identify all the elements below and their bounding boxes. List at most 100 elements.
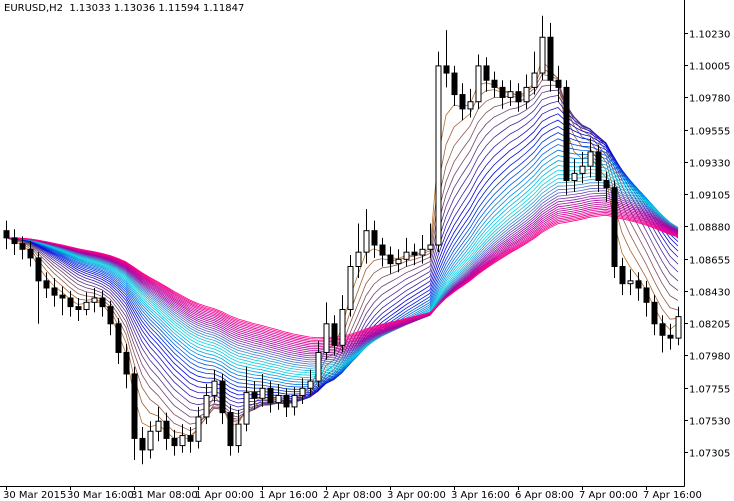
- candle-body: [339, 308, 346, 346]
- candle-body: [587, 151, 594, 167]
- y-tick-label: 1.10005: [689, 62, 730, 73]
- candle-body: [179, 435, 186, 447]
- candle-body: [259, 387, 266, 399]
- candle-body: [555, 79, 562, 88]
- candle-body: [195, 416, 202, 442]
- candle-body: [227, 412, 234, 447]
- x-tick-label: 31 Mar 08:00: [131, 490, 198, 501]
- y-tick-label: 1.08430: [689, 288, 730, 299]
- candle-body: [355, 251, 362, 267]
- candle-body: [451, 72, 458, 96]
- candle-body: [619, 265, 626, 285]
- candle-body: [123, 351, 130, 375]
- chart-title: EURUSD,H2 1.13033 1.13036 1.11594 1.1184…: [4, 3, 244, 14]
- y-tick-label: 1.10230: [689, 30, 730, 41]
- x-tick-label: 3 Apr 16:00: [451, 490, 510, 501]
- candle-body: [211, 380, 218, 396]
- candle-body: [11, 237, 18, 245]
- candle-body: [563, 86, 570, 182]
- candle-body: [291, 394, 298, 408]
- candle-body: [483, 65, 490, 81]
- candle-body: [603, 180, 610, 189]
- candle-body: [659, 323, 666, 336]
- candle-body: [531, 72, 538, 88]
- candle-body: [83, 301, 90, 310]
- candle-body: [675, 316, 682, 339]
- y-tick-label: 1.09105: [689, 191, 730, 202]
- y-tick-label: 1.07755: [689, 385, 730, 396]
- candle-body: [131, 373, 138, 439]
- candle-body: [547, 36, 554, 81]
- candle-body: [187, 435, 194, 442]
- candle-layer: [3, 15, 682, 465]
- candle-body: [107, 306, 114, 325]
- y-tick-label: 1.07980: [689, 352, 730, 363]
- y-tick-label: 1.09780: [689, 94, 730, 105]
- candle-body: [43, 280, 50, 289]
- candle-body: [299, 387, 306, 396]
- candle-body: [219, 380, 226, 414]
- x-tick-label: 1 Apr 16:00: [259, 490, 318, 501]
- ma-ribbon-line: [5, 190, 679, 361]
- candle-body: [643, 287, 650, 303]
- candle-body: [283, 394, 290, 408]
- candle-body: [419, 248, 426, 256]
- candle-body: [427, 244, 434, 250]
- candle-body: [611, 187, 618, 267]
- candle-body: [579, 165, 586, 174]
- y-tick-label: 1.07530: [689, 417, 730, 428]
- x-tick-label: 3 Apr 00:00: [387, 490, 446, 501]
- candle-body: [395, 258, 402, 265]
- candle-body: [75, 306, 82, 310]
- candle-body: [435, 65, 442, 246]
- y-tick-label: 1.09330: [689, 159, 730, 170]
- candle-body: [507, 91, 514, 98]
- candle-body: [331, 323, 338, 346]
- ma-ribbon-line: [5, 192, 679, 359]
- x-tick-label: 7 Apr 00:00: [579, 490, 638, 501]
- candle-body: [443, 65, 450, 74]
- candle-body: [499, 86, 506, 98]
- candle-body: [539, 36, 546, 74]
- candle-body: [235, 423, 242, 447]
- candle-body: [491, 79, 498, 88]
- x-tick-label: 30 Mar 2015: [3, 490, 66, 501]
- candle-body: [627, 280, 634, 285]
- y-tick-label: 1.07305: [689, 449, 730, 460]
- candle-body: [115, 323, 122, 353]
- x-tick-label: 1 Apr 00:00: [195, 490, 254, 501]
- x-tick-label: 30 Mar 16:00: [67, 490, 134, 501]
- candle-body: [467, 101, 474, 110]
- candle-body: [67, 297, 74, 308]
- candle-body: [171, 437, 178, 447]
- candle-body: [347, 265, 354, 310]
- candle-body: [267, 387, 274, 404]
- x-tick-label: 7 Apr 16:00: [643, 490, 702, 501]
- candle-body: [27, 248, 34, 259]
- candle-body: [35, 257, 42, 282]
- candle-body: [323, 323, 330, 353]
- candle-body: [251, 392, 258, 399]
- candle-body: [139, 437, 146, 451]
- candle-body: [403, 251, 410, 260]
- candle-body: [243, 392, 250, 425]
- candle-body: [51, 287, 58, 296]
- candle-body: [3, 230, 10, 239]
- candle-body: [571, 172, 578, 182]
- candle-body: [275, 394, 282, 404]
- y-tick-label: 1.09555: [689, 127, 730, 138]
- y-tick-label: 1.08655: [689, 256, 730, 267]
- candle-body: [307, 380, 314, 389]
- candle-body: [475, 65, 482, 103]
- candle-body: [371, 230, 378, 246]
- candle-body: [515, 91, 522, 103]
- candle-body: [91, 297, 98, 303]
- candle-body: [315, 351, 322, 382]
- candle-body: [379, 244, 386, 256]
- y-tick-label: 1.08205: [689, 320, 730, 331]
- candle-body: [387, 254, 394, 265]
- candle-body: [459, 94, 466, 110]
- candle-body: [523, 86, 530, 103]
- x-tick-label: 2 Apr 08:00: [323, 490, 382, 501]
